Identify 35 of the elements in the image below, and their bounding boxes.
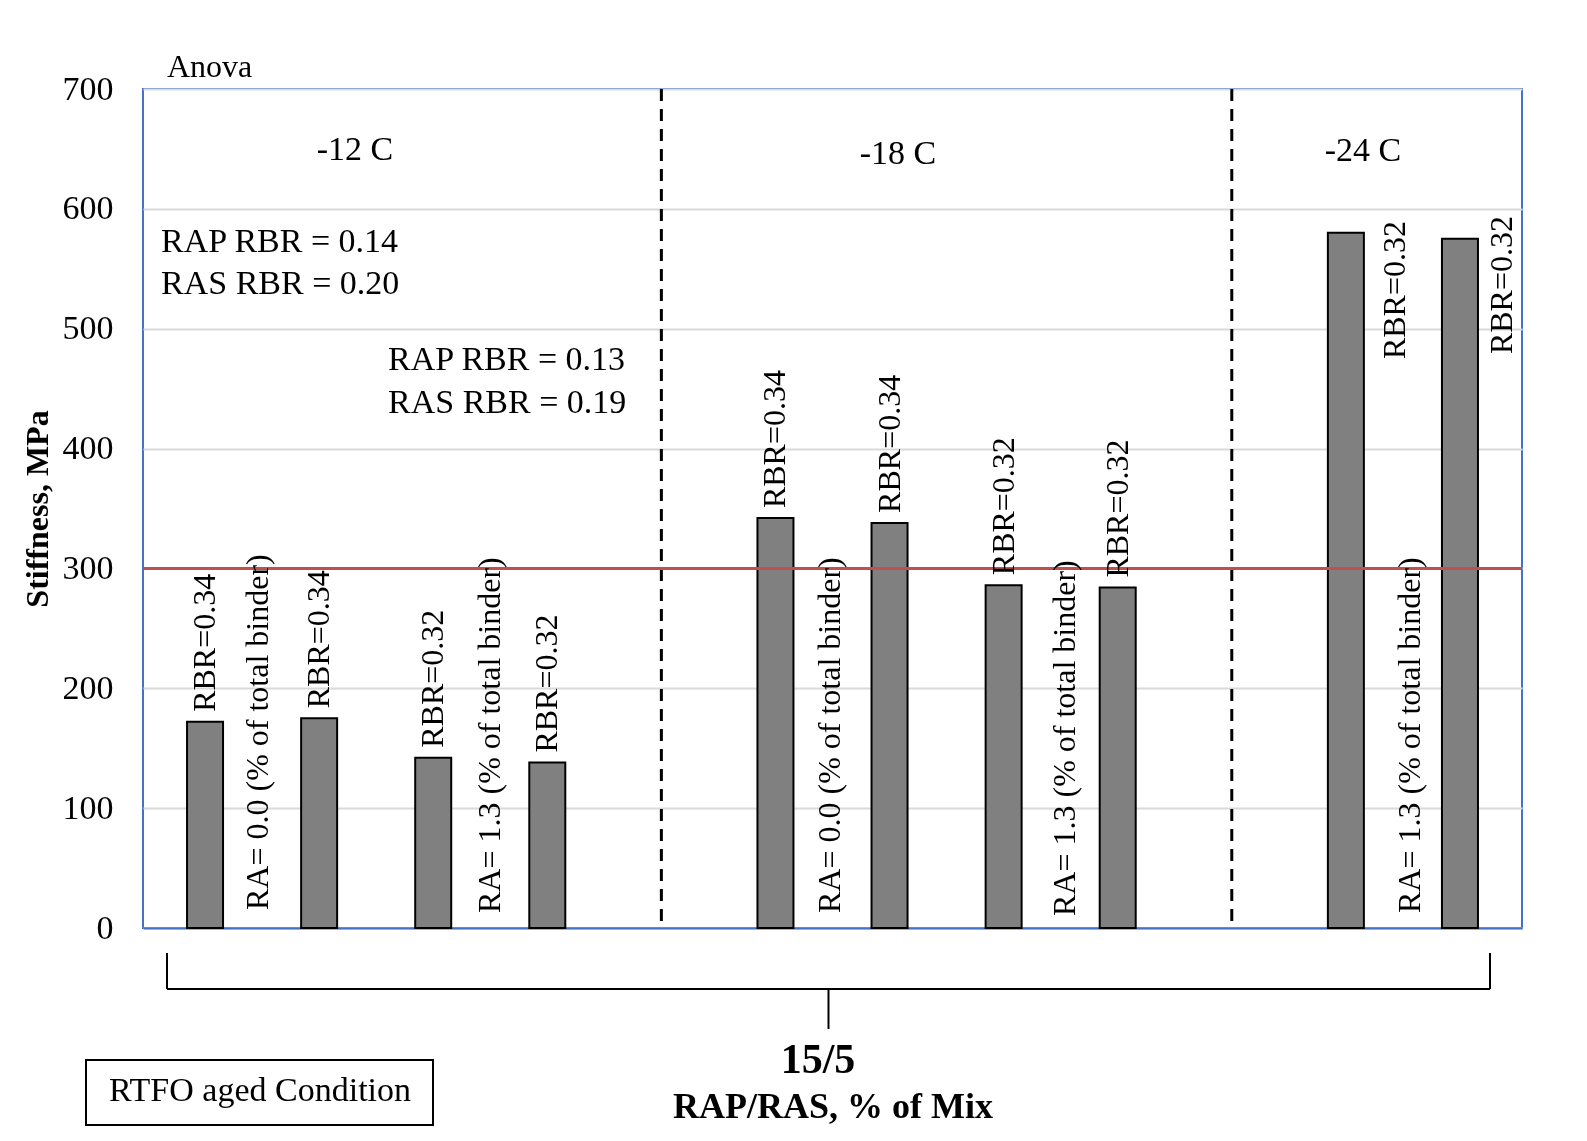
- annotation: RBR=0.32: [1376, 221, 1412, 360]
- text: Anova: [167, 48, 253, 84]
- y-tick-label: 100: [62, 788, 114, 826]
- annotation: RAP RBR = 0.14: [161, 222, 399, 259]
- annotation: RBR=0.32: [1483, 216, 1519, 355]
- annotation: RBR=0.34: [300, 570, 337, 709]
- x-axis-title: RAP/RAS, % of Mix: [673, 1085, 993, 1126]
- annotation: -18 C: [859, 134, 937, 171]
- y-tick-label: 700: [62, 69, 114, 107]
- annotation: RBR=0.32: [414, 609, 451, 748]
- annotation: RA= 1.3 (% of total binder): [1046, 560, 1082, 916]
- annotation: RBR=0.34: [756, 370, 793, 509]
- annotation: -24 C: [1324, 131, 1402, 168]
- annotation: RBR=0.32: [984, 437, 1021, 576]
- annotation: RBR=0.32: [528, 614, 565, 753]
- y-tick-label: 400: [62, 429, 114, 467]
- y-axis-title: Stiffness, MPa: [18, 410, 55, 608]
- annotation: RBR=0.34: [186, 573, 223, 712]
- y-tick-label: 600: [62, 189, 114, 227]
- y-tick-label: 500: [62, 309, 114, 347]
- y-tick-label: 200: [62, 668, 114, 706]
- annotation: RAP RBR = 0.13: [388, 340, 626, 377]
- annotation: RA= 0.0 (% of total binder): [239, 554, 275, 910]
- annotation: RBR=0.34: [870, 374, 907, 513]
- y-tick-label: 0: [96, 908, 114, 946]
- annotation: RA= 1.3 (% of total binder): [471, 557, 507, 913]
- text: RTFO aged Condition: [108, 1071, 412, 1108]
- annotation: RAS RBR = 0.19: [388, 383, 627, 420]
- annotation: -12 C: [316, 130, 394, 167]
- y-tick-label: 300: [62, 548, 114, 586]
- annotation: RA= 1.3 (% of total binder): [1391, 557, 1427, 913]
- annotation: RBR=0.32: [1098, 439, 1135, 578]
- annotation: RA= 0.0 (% of total binder): [811, 557, 847, 913]
- annotation: RAS RBR = 0.20: [161, 264, 400, 301]
- text: 15/5: [780, 1036, 856, 1082]
